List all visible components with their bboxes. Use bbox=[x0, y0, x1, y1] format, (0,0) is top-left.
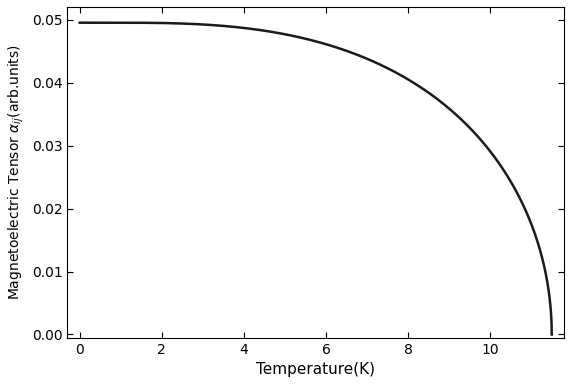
Y-axis label: Magnetoelectric Tensor $\alpha_{ij}$(arb.units): Magnetoelectric Tensor $\alpha_{ij}$(arb… bbox=[7, 45, 26, 300]
X-axis label: Temperature(K): Temperature(K) bbox=[256, 362, 375, 377]
